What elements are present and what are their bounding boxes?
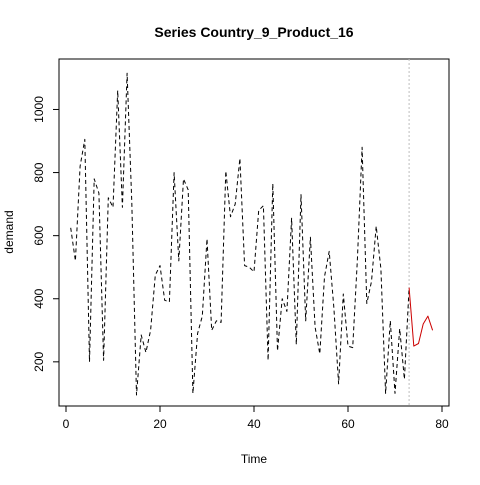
y-tick-label: 400	[32, 288, 46, 308]
x-tick-label: 60	[341, 417, 355, 431]
y-tick-label: 1000	[32, 96, 46, 123]
y-tick-label: 200	[32, 352, 46, 372]
x-tick-label: 20	[153, 417, 167, 431]
x-tick-label: 40	[247, 417, 261, 431]
x-tick-label: 80	[435, 417, 449, 431]
y-tick-label: 800	[32, 162, 46, 182]
y-axis-label: demand	[2, 210, 16, 253]
chart-title: Series Country_9_Product_16	[154, 24, 353, 40]
x-axis-label: Time	[241, 452, 268, 466]
y-tick-label: 600	[32, 225, 46, 245]
x-tick-label: 0	[63, 417, 70, 431]
